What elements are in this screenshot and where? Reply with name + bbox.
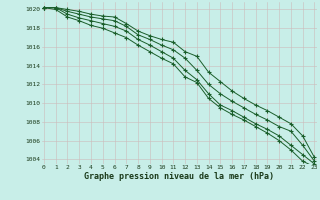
X-axis label: Graphe pression niveau de la mer (hPa): Graphe pression niveau de la mer (hPa) (84, 172, 274, 181)
